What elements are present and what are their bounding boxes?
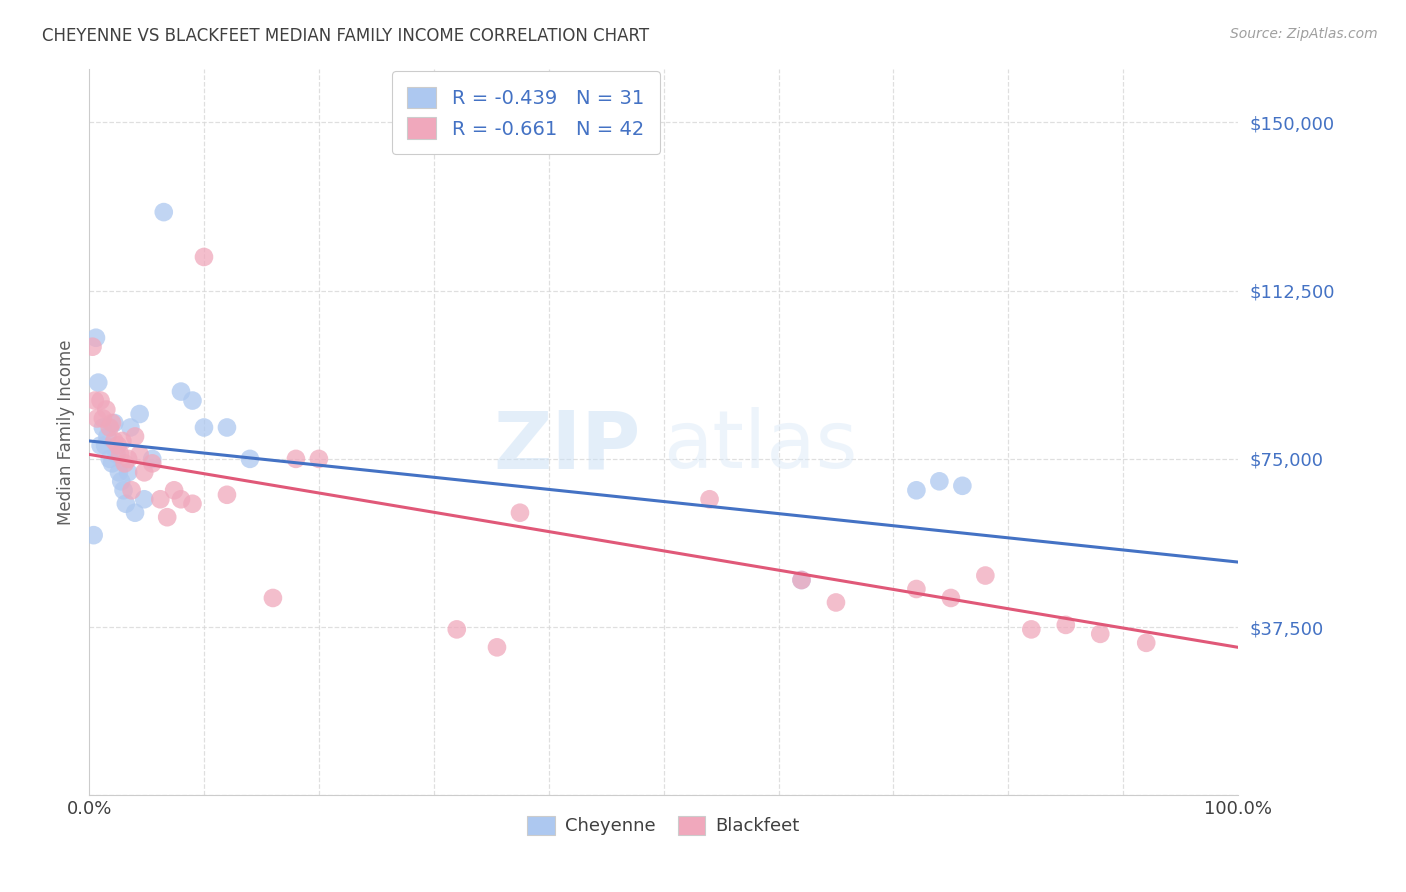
Point — [974, 568, 997, 582]
Point — [101, 416, 124, 430]
Point — [163, 483, 186, 498]
Point — [134, 492, 156, 507]
Point — [215, 488, 238, 502]
Point — [446, 623, 468, 637]
Point — [128, 447, 150, 461]
Point — [90, 393, 112, 408]
Point — [950, 479, 973, 493]
Point — [103, 434, 125, 448]
Text: ZIP: ZIP — [494, 408, 641, 485]
Text: CHEYENNE VS BLACKFEET MEDIAN FAMILY INCOME CORRELATION CHART: CHEYENNE VS BLACKFEET MEDIAN FAMILY INCO… — [42, 27, 650, 45]
Point — [96, 429, 118, 443]
Point — [105, 447, 128, 461]
Point — [928, 475, 950, 489]
Point — [181, 393, 204, 408]
Point — [509, 506, 531, 520]
Point — [98, 420, 121, 434]
Point — [124, 506, 146, 520]
Point — [117, 466, 139, 480]
Point — [114, 456, 136, 470]
Point — [485, 640, 508, 655]
Point — [134, 466, 156, 480]
Point — [124, 429, 146, 443]
Point — [83, 393, 105, 408]
Point — [939, 591, 962, 605]
Point — [825, 595, 848, 609]
Point — [262, 591, 284, 605]
Point — [141, 456, 163, 470]
Point — [98, 451, 121, 466]
Point — [1054, 618, 1077, 632]
Text: Source: ZipAtlas.com: Source: ZipAtlas.com — [1230, 27, 1378, 41]
Legend: Cheyenne, Blackfeet: Cheyenne, Blackfeet — [519, 806, 808, 845]
Point — [790, 573, 813, 587]
Point — [141, 451, 163, 466]
Point — [117, 451, 139, 466]
Point — [90, 438, 112, 452]
Point — [128, 407, 150, 421]
Point — [87, 376, 110, 390]
Y-axis label: Median Family Income: Median Family Income — [58, 339, 75, 524]
Point — [120, 420, 142, 434]
Point — [1090, 627, 1112, 641]
Point — [215, 420, 238, 434]
Point — [239, 451, 262, 466]
Point — [790, 573, 813, 587]
Point — [284, 451, 307, 466]
Point — [699, 492, 721, 507]
Point — [112, 483, 135, 498]
Point — [905, 582, 928, 596]
Point — [1021, 623, 1043, 637]
Point — [101, 456, 124, 470]
Point — [156, 510, 179, 524]
Point — [111, 434, 134, 448]
Point — [91, 411, 114, 425]
Point — [103, 416, 125, 430]
Point — [308, 451, 330, 466]
Point — [110, 475, 132, 489]
Point — [82, 340, 104, 354]
Point — [181, 497, 204, 511]
Point — [905, 483, 928, 498]
Point — [193, 250, 215, 264]
Point — [121, 483, 143, 498]
Point — [152, 205, 174, 219]
Point — [108, 447, 131, 461]
Point — [1135, 636, 1157, 650]
Point — [94, 438, 117, 452]
Point — [91, 420, 114, 434]
Point — [86, 411, 108, 425]
Point — [107, 438, 129, 452]
Point — [115, 497, 138, 511]
Point — [170, 492, 193, 507]
Text: atlas: atlas — [664, 408, 858, 485]
Point — [84, 331, 107, 345]
Point — [193, 420, 215, 434]
Point — [108, 466, 131, 480]
Point — [149, 492, 172, 507]
Point — [83, 528, 105, 542]
Point — [170, 384, 193, 399]
Point — [96, 402, 118, 417]
